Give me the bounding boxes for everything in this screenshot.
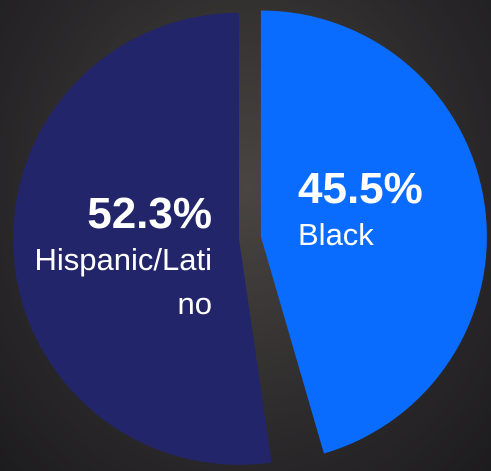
slice-label: 52.3% Hispanic/Latino	[20, 190, 212, 326]
pie-slice	[13, 12, 272, 465]
category-label: Black	[298, 217, 374, 252]
value-label: 45.5%	[298, 164, 423, 213]
pie-slice	[260, 10, 487, 454]
category-label: Hispanic/Latino	[34, 242, 212, 321]
slice-label: 45.5% Black	[298, 165, 478, 257]
value-label: 52.3%	[87, 189, 212, 238]
